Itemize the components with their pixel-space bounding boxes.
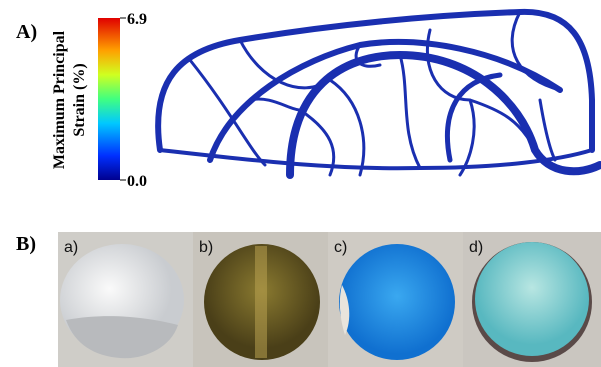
panel-label: B)	[16, 233, 36, 255]
panel-label: A)	[16, 21, 37, 43]
colorbar-title: Strain (%)	[71, 63, 88, 136]
colorbar	[98, 18, 120, 180]
photo-label: a)	[64, 239, 78, 256]
photo: b)	[193, 232, 328, 367]
lattice-structure	[158, 12, 600, 175]
photo-label: c)	[334, 239, 347, 256]
photo-label: d)	[469, 239, 483, 256]
photo-label: b)	[199, 239, 213, 256]
photo: a)	[58, 232, 193, 367]
colorbar-min: 0.0	[127, 173, 147, 190]
figure: A) Maximum Principal Strain (%) 6.9 0.0 …	[0, 0, 601, 367]
photo: c)	[328, 232, 463, 367]
colorbar-title: Maximum Principal	[51, 30, 68, 169]
colorbar-max: 6.9	[127, 11, 147, 28]
photo: d)	[463, 232, 601, 367]
